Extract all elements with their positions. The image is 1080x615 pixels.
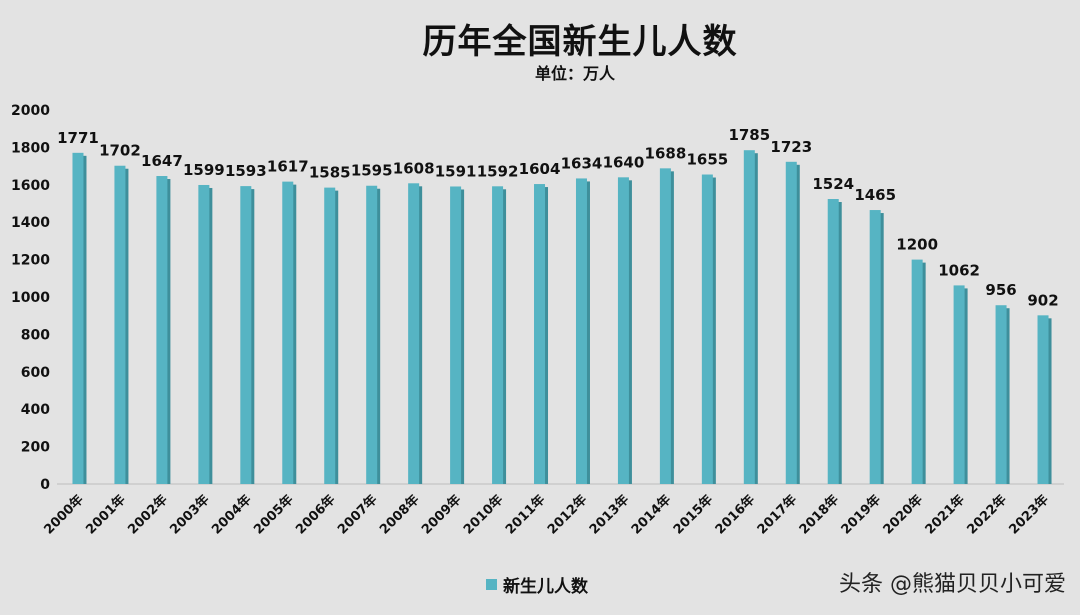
chart-title: 历年全国新生儿人数: [422, 22, 738, 62]
y-tick-label: 1400: [11, 215, 50, 231]
x-tick-label: 2000年: [41, 492, 87, 538]
x-tick-label: 2014年: [628, 492, 674, 538]
data-label: 1200: [896, 236, 938, 254]
data-label: 902: [1027, 291, 1058, 309]
legend-label: 新生儿人数: [503, 577, 588, 597]
x-tick-label: 2021年: [922, 492, 968, 538]
bar: [785, 161, 797, 484]
bar: [659, 168, 671, 484]
x-tick-label: 2008年: [376, 492, 422, 538]
y-tick-label: 1000: [11, 290, 50, 306]
data-label: 1585: [309, 164, 351, 182]
bar: [408, 183, 420, 484]
x-tick-label: 2005年: [251, 492, 297, 538]
data-label: 1655: [686, 151, 728, 169]
data-label: 1608: [393, 159, 435, 177]
bar: [450, 186, 462, 484]
bar: [492, 186, 504, 484]
y-tick-label: 0: [40, 477, 50, 493]
y-tick-label: 800: [21, 327, 50, 343]
bar: [701, 174, 713, 484]
y-tick-label: 200: [21, 440, 50, 456]
data-label: 1592: [477, 162, 519, 180]
bar: [827, 199, 839, 484]
x-tick-label: 2009年: [418, 492, 464, 538]
bar: [953, 285, 965, 484]
data-label: 1688: [645, 144, 687, 162]
x-tick-label: 2023年: [1006, 492, 1052, 538]
y-tick-label: 1200: [11, 253, 50, 269]
data-label: 956: [985, 281, 1016, 299]
x-tick-label: 2012年: [544, 492, 590, 538]
legend-swatch: [486, 579, 497, 590]
x-tick-label: 2015年: [670, 492, 716, 538]
bar: [324, 187, 336, 485]
y-tick-label: 400: [21, 402, 50, 418]
data-label: 1702: [99, 142, 141, 160]
bar: [534, 184, 546, 484]
legend: 新生儿人数: [486, 572, 588, 597]
bar: [995, 305, 1007, 484]
bar: [198, 184, 210, 484]
watermark: 头条 @熊猫贝贝小可爱: [839, 572, 1066, 597]
y-tick-label: 1600: [11, 178, 50, 194]
bar: [282, 181, 294, 484]
data-label: 1634: [561, 154, 603, 172]
bar: [743, 150, 755, 484]
data-label: 1593: [225, 162, 267, 180]
bar: [617, 177, 629, 484]
data-label: 1604: [519, 160, 561, 178]
bar: [1037, 315, 1049, 484]
x-tick-label: 2020年: [880, 492, 926, 538]
data-label: 1647: [141, 152, 183, 170]
x-tick-label: 2016年: [712, 492, 758, 538]
chart-subtitle: 单位：万人: [534, 64, 615, 83]
bar: [366, 185, 378, 485]
y-tick-label: 1800: [11, 140, 50, 156]
x-tick-label: 2019年: [838, 492, 884, 538]
data-label: 1591: [435, 162, 477, 180]
data-label: 1723: [770, 138, 812, 156]
x-tick-label: 2018年: [796, 492, 842, 538]
y-tick-label: 2000: [11, 103, 50, 119]
x-tick-label: 2001年: [83, 492, 129, 538]
data-label: 1062: [938, 261, 980, 279]
data-label: 1785: [728, 126, 770, 144]
data-label: 1524: [812, 175, 854, 193]
bar: [869, 210, 881, 485]
x-tick-label: 2010年: [460, 492, 506, 538]
x-tick-label: 2022年: [964, 492, 1010, 538]
x-tick-label: 2006年: [292, 492, 338, 538]
x-tick-label: 2007年: [334, 492, 380, 538]
x-tick-label: 2013年: [586, 492, 632, 538]
x-tick-label: 2004年: [209, 492, 255, 538]
data-label: 1465: [854, 186, 896, 204]
bar: [156, 176, 168, 485]
data-label: 1640: [603, 153, 645, 171]
bar: [114, 165, 126, 484]
bar: [575, 178, 587, 484]
bar: [240, 186, 252, 484]
data-label: 1617: [267, 158, 309, 176]
x-tick-label: 2003年: [167, 492, 213, 538]
x-tick-label: 2017年: [754, 492, 800, 538]
x-tick-label: 2002年: [125, 492, 171, 538]
bar: [911, 259, 923, 484]
data-label: 1595: [351, 162, 393, 180]
bar: [72, 152, 84, 484]
x-tick-label: 2011年: [502, 492, 548, 538]
y-tick-label: 600: [21, 365, 50, 381]
data-label: 1771: [57, 129, 99, 147]
data-label: 1599: [183, 161, 225, 179]
